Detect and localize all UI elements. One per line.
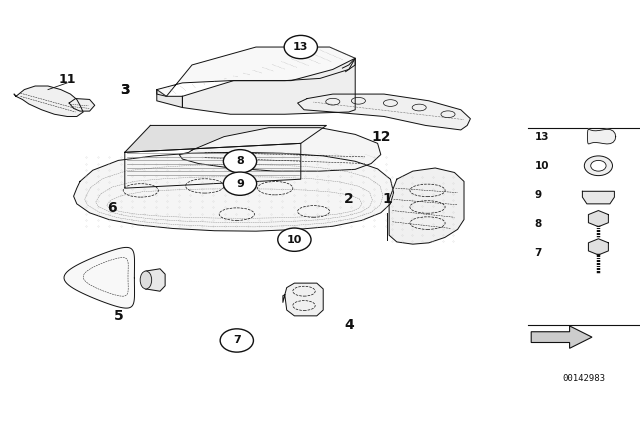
- Text: 1: 1: [382, 192, 392, 207]
- Polygon shape: [157, 90, 182, 108]
- Text: 8: 8: [534, 219, 541, 229]
- Polygon shape: [588, 239, 609, 255]
- Polygon shape: [14, 86, 83, 116]
- Text: 9: 9: [534, 190, 541, 200]
- Text: 11: 11: [58, 73, 76, 86]
- Text: 7: 7: [534, 248, 542, 258]
- Text: 5: 5: [113, 309, 124, 323]
- Polygon shape: [531, 326, 592, 349]
- Text: 10: 10: [287, 235, 302, 245]
- Polygon shape: [582, 191, 614, 204]
- Circle shape: [584, 156, 612, 176]
- Polygon shape: [74, 152, 394, 231]
- Polygon shape: [179, 128, 381, 171]
- Polygon shape: [588, 129, 616, 144]
- Circle shape: [223, 150, 257, 173]
- Text: 8: 8: [236, 156, 244, 166]
- Text: 13: 13: [293, 42, 308, 52]
- Text: 00142983: 00142983: [563, 374, 605, 383]
- Text: 2: 2: [344, 192, 354, 207]
- Text: 13: 13: [534, 132, 549, 142]
- Polygon shape: [298, 94, 470, 130]
- Circle shape: [220, 329, 253, 352]
- Circle shape: [223, 172, 257, 195]
- Circle shape: [284, 35, 317, 59]
- Text: 10: 10: [534, 161, 549, 171]
- Text: 12: 12: [371, 129, 390, 144]
- Text: 6: 6: [107, 201, 117, 215]
- Polygon shape: [144, 269, 165, 291]
- Polygon shape: [389, 168, 464, 244]
- Polygon shape: [64, 247, 134, 308]
- Text: 4: 4: [344, 318, 354, 332]
- Text: 3: 3: [120, 82, 130, 97]
- Polygon shape: [69, 99, 95, 111]
- Polygon shape: [588, 211, 609, 227]
- Polygon shape: [125, 143, 301, 188]
- Circle shape: [278, 228, 311, 251]
- Circle shape: [591, 160, 606, 171]
- Text: 7: 7: [233, 336, 241, 345]
- Polygon shape: [283, 283, 323, 316]
- Text: 9: 9: [236, 179, 244, 189]
- Polygon shape: [182, 58, 355, 114]
- Polygon shape: [125, 125, 326, 152]
- Polygon shape: [157, 47, 355, 96]
- Ellipse shape: [140, 271, 152, 289]
- Text: 3: 3: [120, 82, 130, 97]
